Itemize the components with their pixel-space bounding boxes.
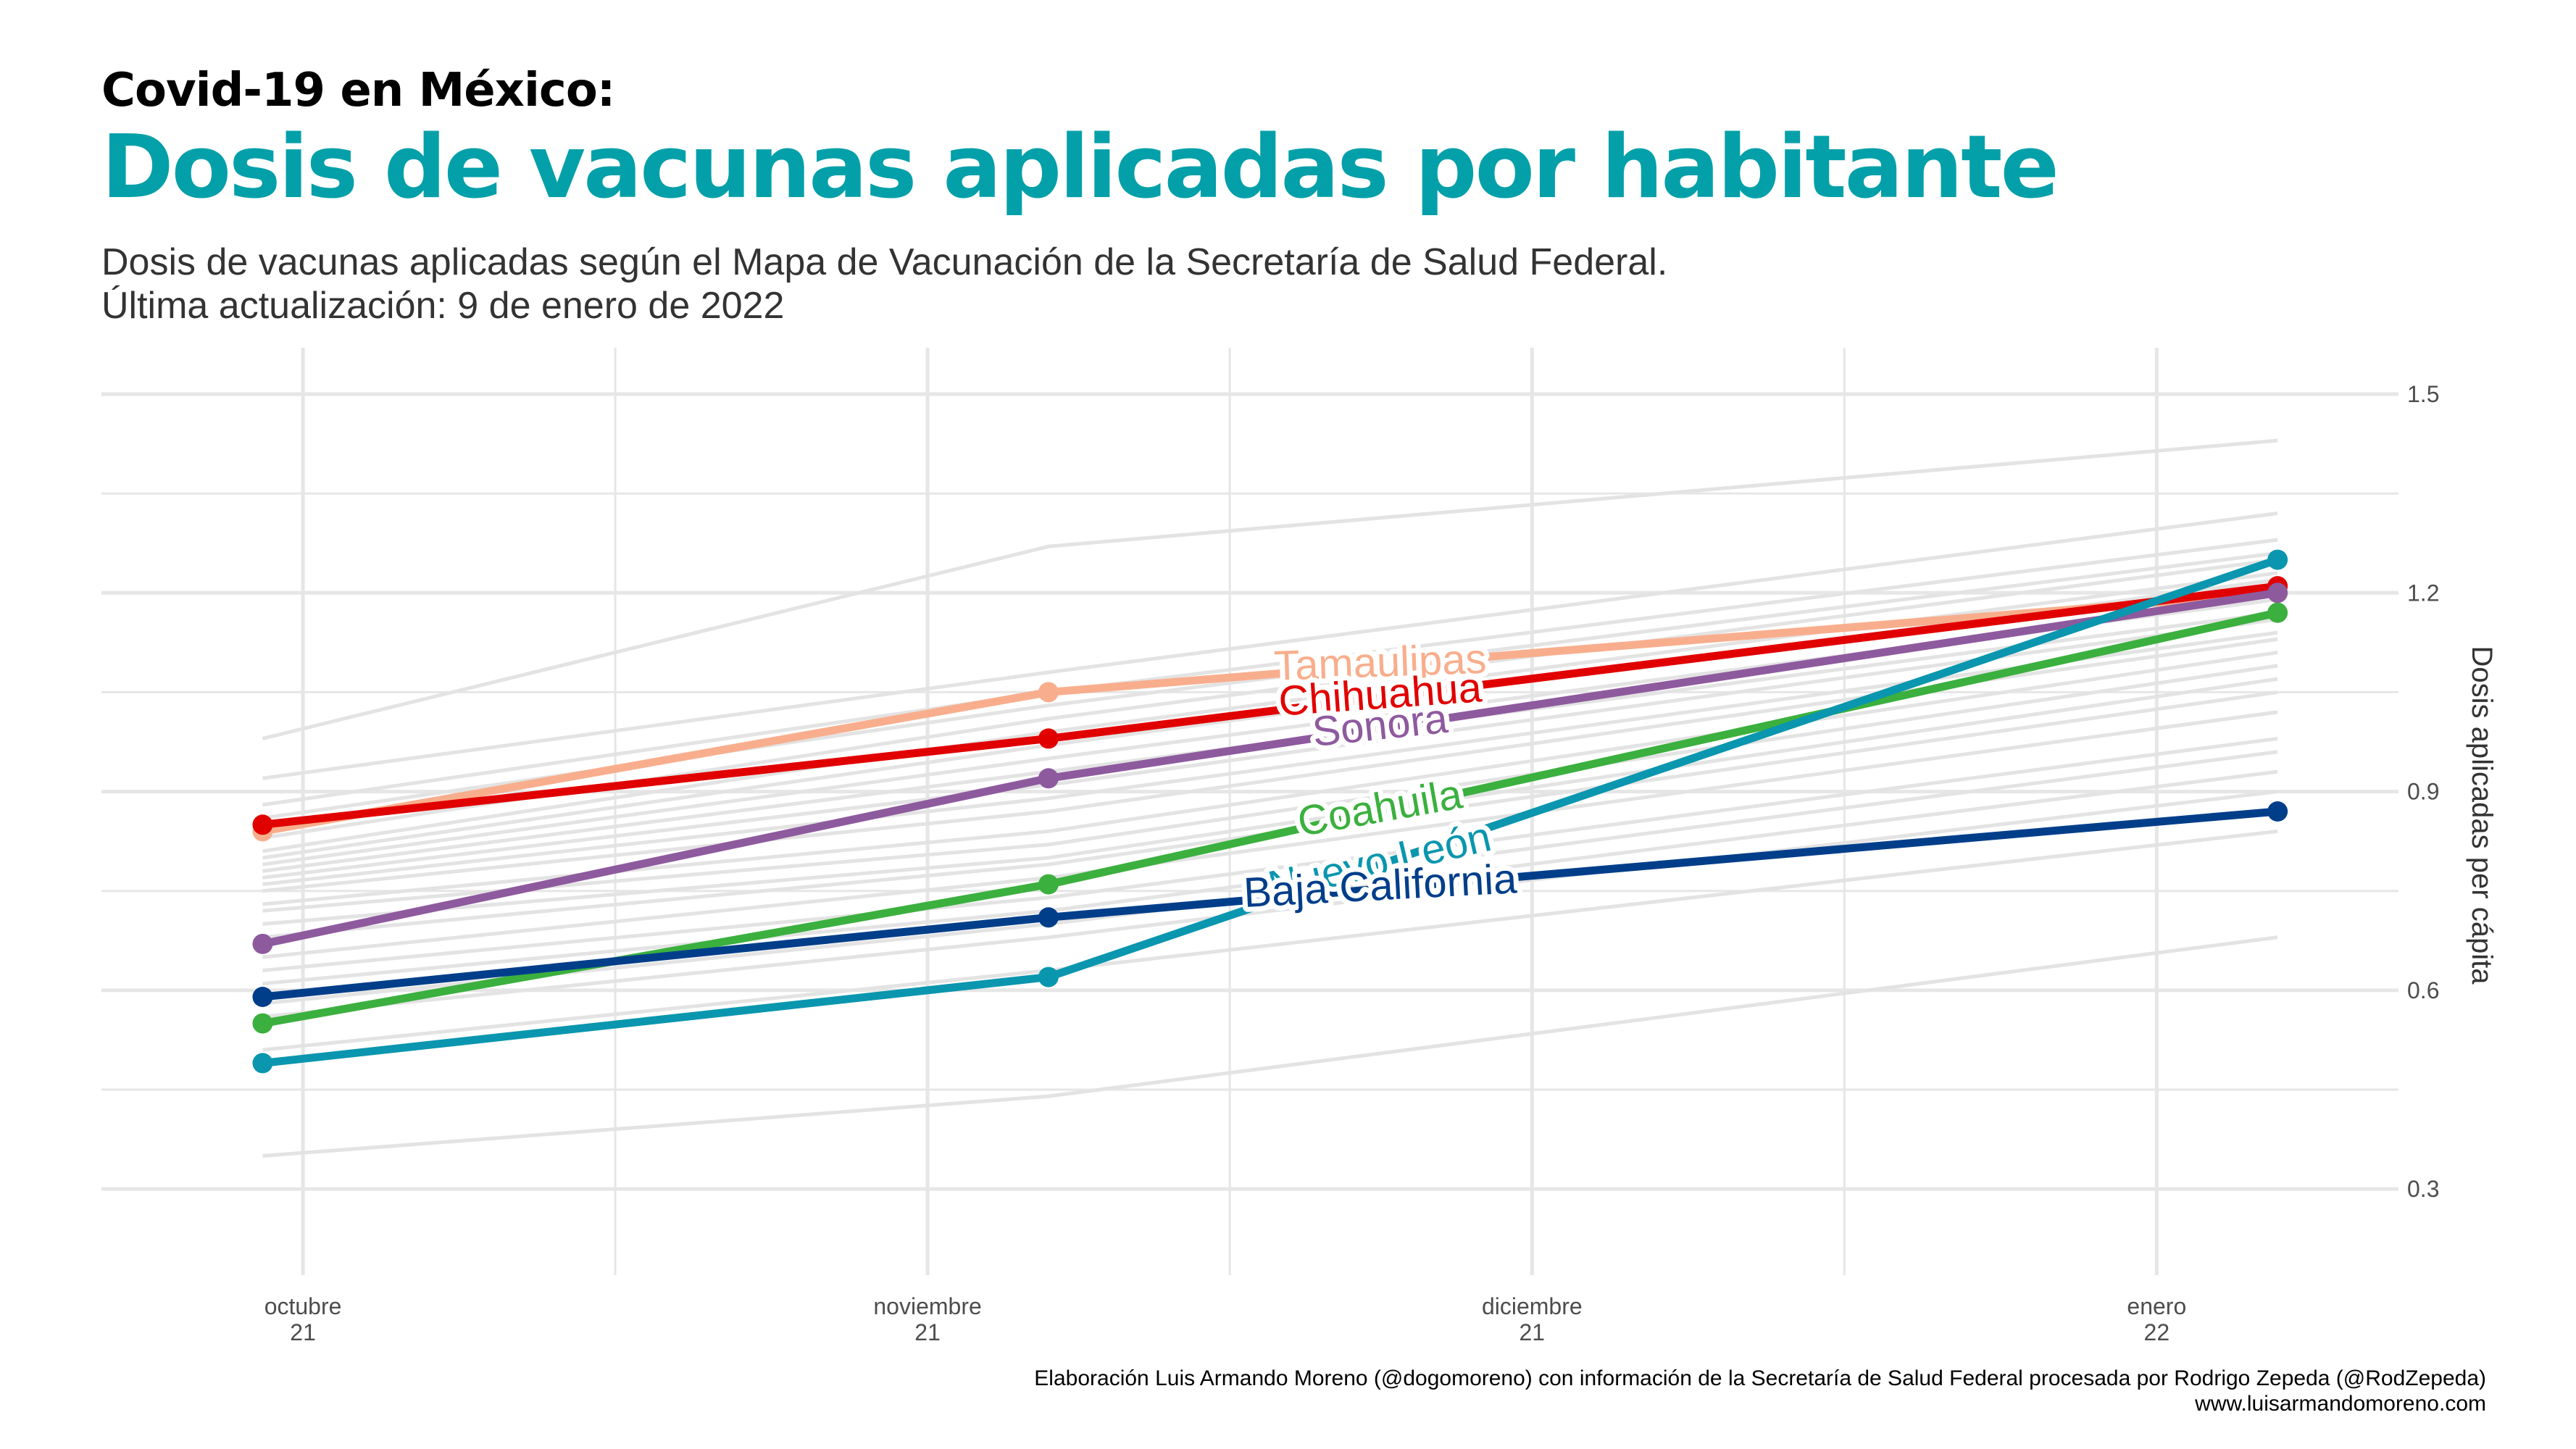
website-link[interactable]: www.luisarmandomoreno.com [2195, 1392, 2486, 1416]
background-line [262, 558, 2278, 840]
chart-title: Dosis de vacunas aplicadas por habitante [101, 117, 2059, 218]
source-credit: Elaboración Luis Armando Moreno (@dogomo… [1034, 1366, 2486, 1390]
x-tick-label: 21 [914, 1319, 941, 1345]
data-point [2267, 801, 2288, 822]
y-tick-label: 0.3 [2407, 1176, 2439, 1202]
data-point [1038, 966, 1059, 987]
chart-kicker: Covid-19 en México: [101, 64, 615, 117]
y-tick-label: 0.9 [2407, 779, 2439, 805]
axis-labels: 0.30.60.91.21.5octubre21noviembre21dicie… [264, 381, 2498, 1345]
background-line [262, 511, 2278, 780]
y-axis-title: Dosis aplicadas per cápita [2466, 646, 2498, 985]
background-line [262, 736, 2278, 972]
data-point [252, 987, 273, 1007]
background-line [262, 630, 2278, 887]
chart-subtitle: Dosis de vacunas aplicadas según el Mapa… [101, 241, 1668, 283]
highlighted-state-lines [252, 549, 2288, 1074]
background-line [262, 651, 2278, 906]
x-tick-label: 21 [1520, 1319, 1546, 1345]
data-point [1038, 682, 1059, 703]
y-tick-label: 1.2 [2407, 580, 2439, 606]
background-line [262, 935, 2278, 1158]
data-point [252, 1053, 273, 1074]
x-tick-label: 21 [290, 1319, 316, 1345]
background-line [262, 551, 2278, 820]
data-point [2267, 602, 2288, 623]
series-line [258, 582, 2282, 829]
x-tick-label: 22 [2144, 1319, 2170, 1345]
y-tick-label: 0.6 [2407, 977, 2439, 1003]
data-point [2267, 549, 2288, 570]
x-tick-label: octubre [264, 1293, 342, 1319]
data-point [252, 814, 273, 835]
x-tick-label: diciembre [1482, 1293, 1583, 1319]
background-state-lines [262, 438, 2278, 1158]
background-line [262, 677, 2278, 926]
y-tick-label: 1.5 [2407, 381, 2439, 407]
background-line [262, 438, 2278, 740]
background-line [262, 690, 2278, 940]
data-point [1038, 768, 1059, 789]
data-point [252, 933, 273, 954]
last-update-note: Última actualización: 9 de enero de 2022 [101, 285, 785, 327]
background-line [262, 790, 2278, 1019]
x-tick-label: enero [2127, 1293, 2186, 1319]
data-point [1038, 728, 1059, 749]
x-tick-label: noviembre [873, 1293, 981, 1319]
data-point [252, 1013, 273, 1034]
data-point [2267, 582, 2288, 604]
series-label: Chihuahua [1277, 664, 1483, 724]
data-point [1038, 874, 1059, 895]
data-point [1038, 907, 1059, 928]
